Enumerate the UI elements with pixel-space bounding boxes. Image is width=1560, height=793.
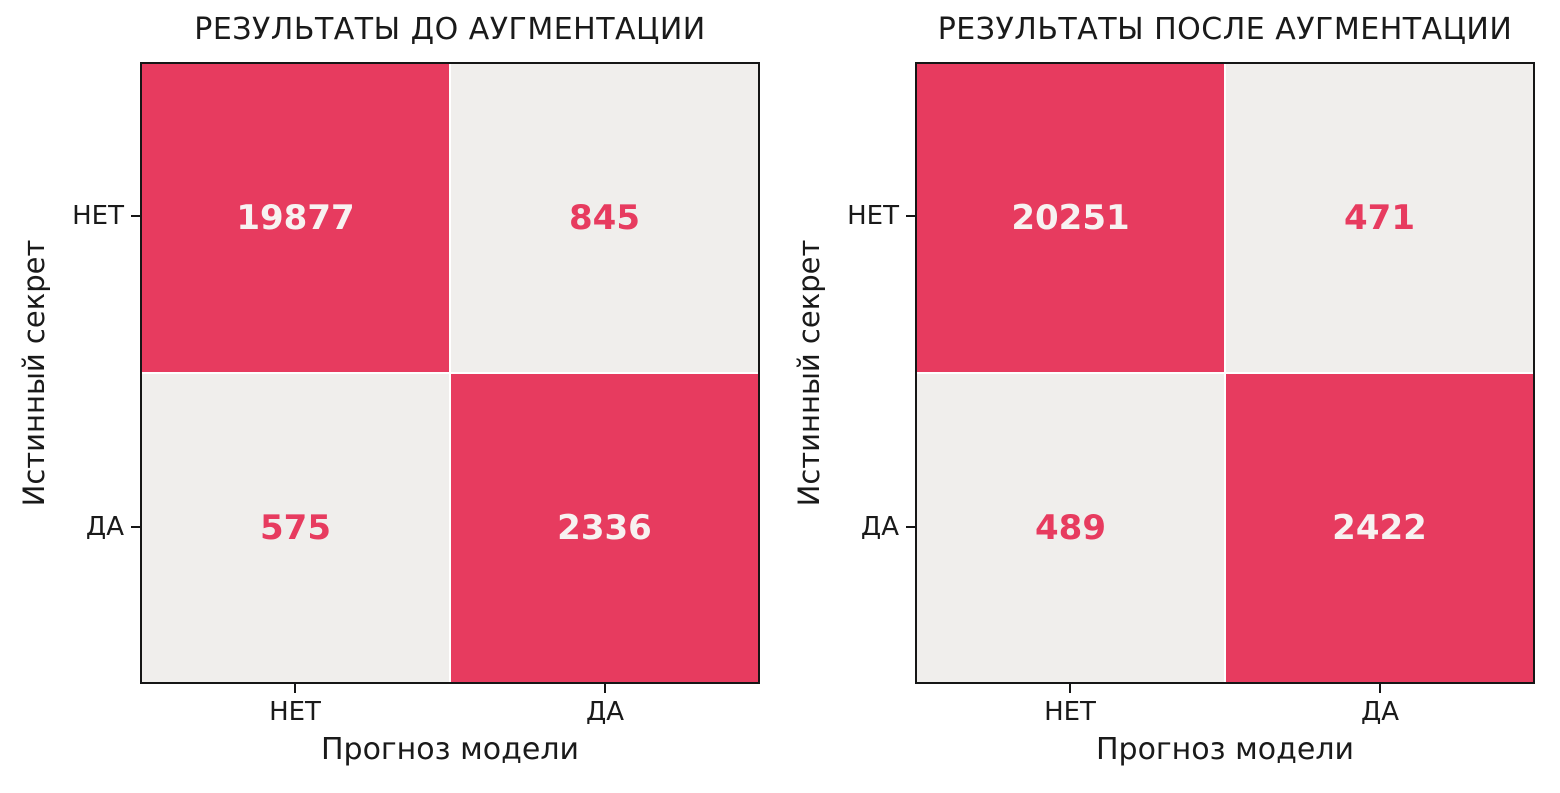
x-axis-label-before: Прогноз модели: [320, 732, 580, 767]
y-axis-label-after: Истинный секрет: [792, 239, 826, 507]
cell-value: 575: [260, 508, 331, 548]
x-tick-mark: [1379, 684, 1381, 693]
cell-true-no-pred-no: 19877: [142, 64, 449, 372]
x-tick-mark: [294, 684, 296, 693]
x-tick-label-da: ДА: [1360, 697, 1400, 727]
cell-value: 20251: [1011, 198, 1130, 238]
y-axis-label-before: Истинный секрет: [17, 239, 51, 507]
chart-title-before: РЕЗУЛЬТАТЫ ДО АУГМЕНТАЦИИ: [194, 12, 706, 47]
cell-true-yes-pred-no: 575: [142, 374, 449, 682]
cell-value: 471: [1344, 198, 1415, 238]
y-tick-mark: [906, 215, 915, 217]
cell-value: 489: [1035, 508, 1106, 548]
x-tick-mark: [604, 684, 606, 693]
x-tick-label-da: ДА: [585, 697, 625, 727]
cell-value: 2336: [557, 508, 652, 548]
cell-true-yes-pred-yes: 2422: [1226, 374, 1533, 682]
cell-true-no-pred-no: 20251: [917, 64, 1224, 372]
cell-value: 845: [569, 198, 640, 238]
y-tick-mark: [131, 215, 140, 217]
heatmap-before: 19877 845 575 2336: [140, 62, 760, 684]
y-tick-label-da: ДА: [860, 512, 899, 542]
x-tick-label-net: НЕТ: [1044, 697, 1096, 727]
y-tick-mark: [131, 526, 140, 528]
x-axis-label-after: Прогноз модели: [1095, 732, 1355, 767]
cell-value: 2422: [1332, 508, 1427, 548]
chart-title-after: РЕЗУЛЬТАТЫ ПОСЛЕ АУГМЕНТАЦИИ: [937, 12, 1513, 47]
x-tick-label-net: НЕТ: [269, 697, 321, 727]
cell-true-no-pred-yes: 845: [451, 64, 758, 372]
cell-value: 19877: [236, 198, 355, 238]
cell-true-yes-pred-yes: 2336: [451, 374, 758, 682]
cell-true-no-pred-yes: 471: [1226, 64, 1533, 372]
cell-true-yes-pred-no: 489: [917, 374, 1224, 682]
x-tick-mark: [1069, 684, 1071, 693]
figure-after-augmentation: РЕЗУЛЬТАТЫ ПОСЛЕ АУГМЕНТАЦИИ Истинный се…: [780, 0, 1560, 793]
figure-before-augmentation: РЕЗУЛЬТАТЫ ДО АУГМЕНТАЦИИ Истинный секре…: [17, 12, 760, 767]
heatmap-after: 20251 471 489 2422: [915, 62, 1535, 684]
y-tick-label-net: НЕТ: [72, 201, 124, 231]
y-tick-mark: [906, 526, 915, 528]
y-tick-label-net: НЕТ: [847, 201, 899, 231]
y-tick-label-da: ДА: [85, 512, 124, 542]
